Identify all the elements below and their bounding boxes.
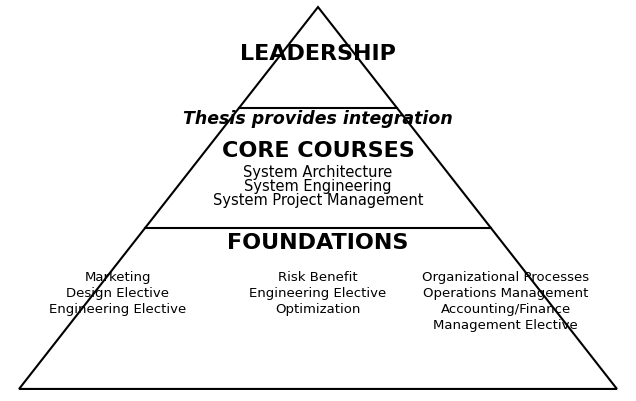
Text: Risk Benefit: Risk Benefit (278, 270, 358, 283)
Text: System Project Management: System Project Management (213, 193, 423, 208)
Text: CORE COURSES: CORE COURSES (221, 140, 415, 160)
Text: Engineering Elective: Engineering Elective (49, 302, 186, 315)
Text: Thesis provides integration: Thesis provides integration (183, 109, 453, 127)
Text: Optimization: Optimization (275, 302, 361, 315)
Text: Organizational Processes: Organizational Processes (422, 270, 589, 283)
Text: LEADERSHIP: LEADERSHIP (240, 44, 396, 64)
Text: System Architecture: System Architecture (244, 165, 392, 180)
Text: Operations Management: Operations Management (423, 286, 588, 299)
Text: Design Elective: Design Elective (66, 286, 169, 299)
Text: System Engineering: System Engineering (244, 179, 392, 194)
Text: Management Elective: Management Elective (433, 318, 578, 331)
Text: Marketing: Marketing (85, 270, 151, 283)
Text: Engineering Elective: Engineering Elective (249, 286, 387, 299)
Text: FOUNDATIONS: FOUNDATIONS (227, 233, 409, 253)
Text: Accounting/Finance: Accounting/Finance (441, 302, 570, 315)
